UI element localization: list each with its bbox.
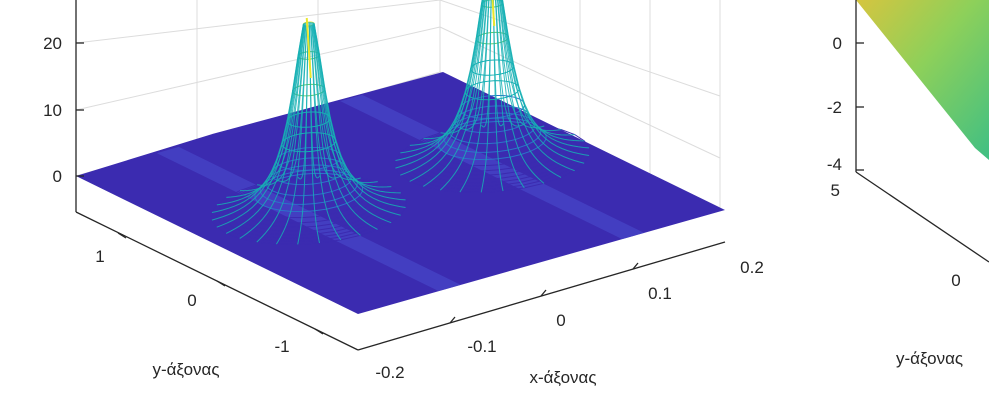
y-tick-label: 0 [187,291,196,310]
peak-wire-spoke [312,24,392,224]
y-axis-label: y-άξονας [896,349,963,368]
y-axis: 1 0 -1 y-άξονας [75,211,359,379]
z-tick-label: 0 [53,167,62,186]
peak-wire-spoke [502,0,590,149]
peak-wire-spoke [500,0,575,136]
peak-wire-spoke [501,0,585,164]
peak-wire-spoke [409,0,484,146]
peak-wire-spoke [226,23,305,198]
peak-wire-spoke [422,0,486,187]
peak-wire-spoke [492,0,504,192]
z-tick-label: 20 [43,34,62,53]
surface-plot-right: 0 -2 -4 5 0 y-άξονας [827,0,989,368]
peak-wire-spoke [313,22,401,194]
y-tick-label: 0 [951,271,960,290]
peak-wire-spoke [400,0,484,176]
peak-wire-spoke [239,25,306,239]
x-axis-label: x-άξονας [529,368,596,387]
peak-wire-spoke [395,0,483,169]
peak-wire-spoke [494,0,525,189]
y-tick-mark [117,232,127,239]
x-tick-label: 0.1 [648,284,672,303]
x-tick-label: 0.2 [740,258,764,277]
peak-wire-spoke [313,23,406,201]
peak-wire-spoke [439,0,488,191]
peak-wire-spoke [225,25,305,234]
z-tick-label: -2 [827,98,842,117]
x-tick-mark [449,316,456,324]
x-tick-label: -0.1 [467,337,496,356]
x-axis: -0.2 -0.1 0 0.1 0.2 x-άξονας [357,241,764,387]
z-tick-label: 0 [833,34,842,53]
peak-wire-spoke [256,25,307,243]
peak-wire-spoke [313,24,401,216]
peak-wire-spoke [495,0,525,127]
peak-wire-spoke [498,0,562,178]
z-axis: 20 10 0 [43,0,84,212]
y-tick-label: 1 [95,247,104,266]
peak-wire-spoke [310,22,342,179]
peak-highlight [305,17,312,79]
peak-wire-spoke [312,24,378,230]
surface-patch [856,0,989,160]
peak-wire-spoke [311,25,361,236]
peak-wire-spoke [459,0,490,193]
z-tick-label: 10 [43,101,62,120]
y-axis-right [855,171,989,263]
surface-ridge [156,146,461,292]
peak-wire-spoke [480,0,492,193]
peak-wire-spoke [211,24,304,221]
y-tick-mark [314,328,324,335]
peak-wire-spoke [496,0,545,184]
x-tick-label: -0.2 [375,363,404,382]
x-tick-mark [540,289,547,297]
surface-plot-left: 20 10 0 1 0 -1 y-άξονας -0.2 -0.1 0 0.1 … [43,0,764,387]
peak-highlight [491,0,496,27]
peak-wire-spoke [409,0,485,182]
y-tick-mark [216,280,226,287]
surface-mesh [76,0,725,314]
peak-wire-spoke [308,25,320,244]
peak-wire-spoke [501,0,585,142]
peak-wire-spoke [310,25,342,241]
peak-wire-spoke [500,0,575,172]
peak-wire-spoke [216,24,305,228]
surface-ridge [340,94,645,240]
x-tick-label: 0 [556,311,565,330]
peak-wire-spoke [297,25,309,245]
peak-wire-spoke [275,25,308,245]
x-tick-mark [632,262,639,270]
peak-wire-spoke [312,22,392,188]
y-tick-label: -1 [274,337,289,356]
z-tick-label: -4 [827,155,842,174]
y-tick-label: 5 [831,181,840,200]
y-axis-label: y-άξονας [152,360,219,379]
